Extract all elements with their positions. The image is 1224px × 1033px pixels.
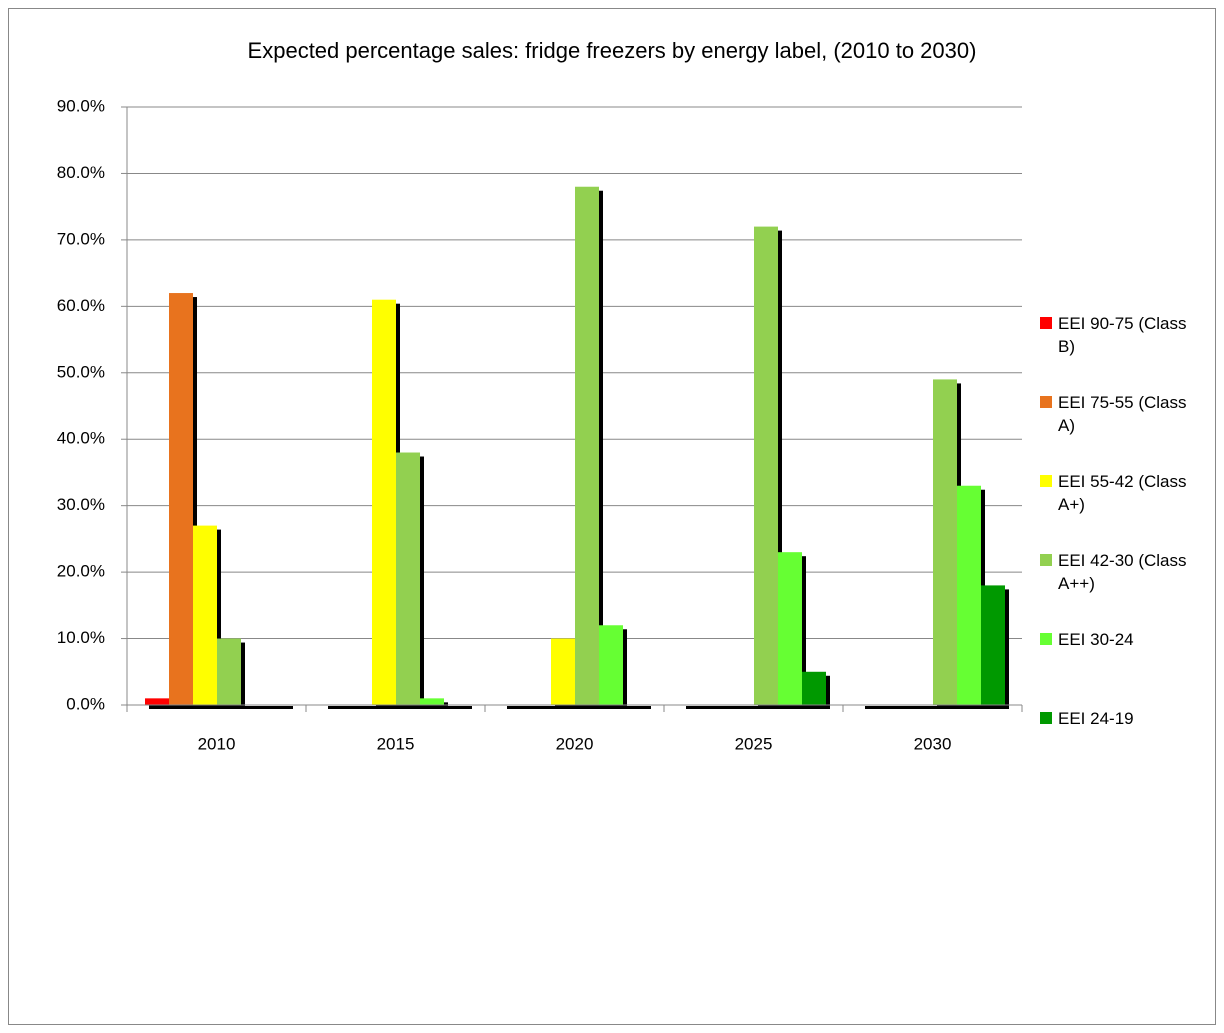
bar	[981, 585, 1005, 705]
bar-shadow	[424, 702, 448, 709]
legend-label: EEI 30-24	[1058, 630, 1134, 649]
legend-swatch	[1040, 317, 1052, 329]
y-tick-label: 0.0%	[66, 694, 105, 713]
y-tick-label: 10.0%	[57, 628, 105, 647]
bar	[754, 226, 778, 705]
bar	[957, 485, 981, 705]
bar-shadow	[531, 706, 555, 709]
chart-title: Expected percentage sales: fridge freeze…	[248, 38, 977, 63]
bar	[145, 698, 169, 705]
bar-shadow	[507, 706, 531, 709]
bar-shadow	[627, 706, 651, 709]
x-tick-label: 2020	[556, 734, 594, 753]
y-tick-label: 20.0%	[57, 562, 105, 581]
bar	[396, 452, 420, 705]
bar-shadow	[686, 706, 710, 709]
bar-shadow	[352, 706, 376, 709]
bar	[217, 638, 241, 705]
bar-shadow	[149, 702, 173, 709]
bar	[802, 671, 826, 705]
legend: EEI 90-75 (Class B) EEI 75-55 (Class A) EE…	[1040, 312, 1220, 786]
y-tick-label: 90.0%	[57, 96, 105, 115]
bar-shadow	[734, 706, 758, 709]
legend-item: EEI 90-75 (Class B)	[1040, 312, 1188, 391]
bar-shadow	[710, 706, 734, 709]
bar	[420, 698, 444, 705]
legend-swatch	[1040, 475, 1052, 487]
legend-swatch	[1040, 712, 1052, 724]
legend-item: EEI 55-42 (Class A+)	[1040, 470, 1188, 549]
y-tick-label: 80.0%	[57, 163, 105, 182]
bar	[599, 625, 623, 705]
chart-border	[8, 8, 1216, 1025]
legend-item: EEI 75-55 (Class A)	[1040, 391, 1188, 470]
bar-shadow	[245, 706, 269, 709]
legend-item: EEI 30-24	[1040, 628, 1188, 707]
x-tick-label: 2025	[735, 734, 773, 753]
y-tick-label: 70.0%	[57, 229, 105, 248]
bar	[169, 293, 193, 705]
bar-shadow	[889, 706, 913, 709]
bar	[372, 299, 396, 705]
legend-label: EEI 75-55 (Class A)	[1058, 393, 1187, 435]
bar	[551, 638, 575, 705]
y-tick-label: 40.0%	[57, 429, 105, 448]
x-tick-label: 2010	[198, 734, 236, 753]
y-tick-label: 50.0%	[57, 362, 105, 381]
legend-label: EEI 24-19	[1058, 709, 1134, 728]
x-tick-label: 2015	[377, 734, 415, 753]
x-tick-label: 2030	[914, 734, 952, 753]
bar-shadow	[328, 706, 352, 709]
legend-label: EEI 42-30 (Class A++)	[1058, 551, 1187, 593]
bar	[778, 552, 802, 705]
legend-label: EEI 90-75 (Class B)	[1058, 314, 1187, 356]
y-tick-label: 60.0%	[57, 296, 105, 315]
bar-shadow	[913, 706, 937, 709]
bar	[575, 186, 599, 705]
bar-shadow	[269, 706, 293, 709]
legend-item: EEI 24-19	[1040, 707, 1188, 786]
legend-label: EEI 55-42 (Class A+)	[1058, 472, 1187, 514]
bar	[193, 525, 217, 705]
bar	[933, 379, 957, 705]
bar-shadow	[448, 706, 472, 709]
legend-item: EEI 42-30 (Class A++)	[1040, 549, 1188, 628]
legend-swatch	[1040, 633, 1052, 645]
legend-swatch	[1040, 554, 1052, 566]
y-tick-label: 30.0%	[57, 495, 105, 514]
legend-swatch	[1040, 396, 1052, 408]
bar-shadow	[865, 706, 889, 709]
